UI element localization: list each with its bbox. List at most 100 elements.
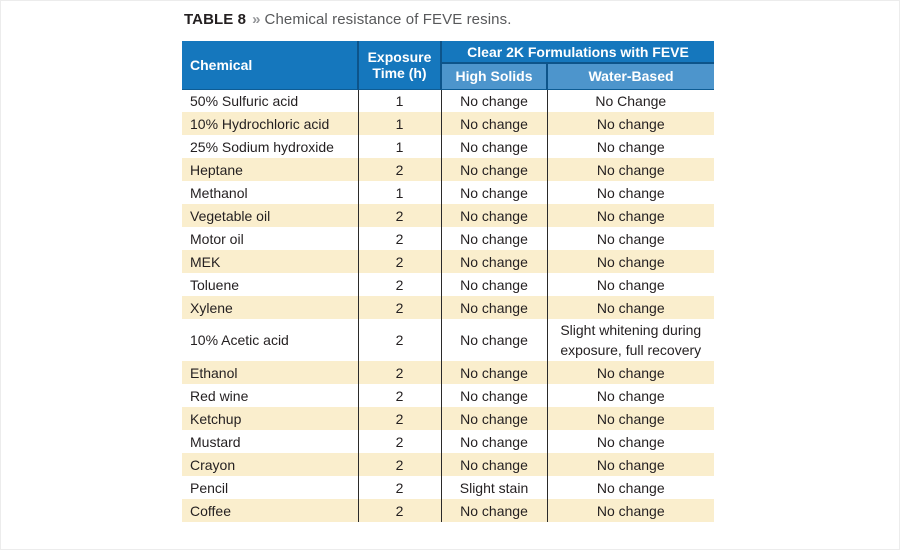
cell-high-solids: No change — [440, 112, 547, 135]
cell-chemical: Pencil — [182, 476, 358, 499]
cell-chemical: Vegetable oil — [182, 204, 358, 227]
cell-chemical: 10% Acetic acid — [182, 319, 358, 361]
cell-water-based: No change — [546, 361, 715, 384]
cell-exposure: 2 — [357, 384, 441, 407]
cell-high-solids: No change — [440, 273, 547, 296]
cell-exposure: 1 — [357, 89, 441, 112]
cell-water-based: No change — [546, 135, 715, 158]
cell-exposure: 2 — [357, 227, 441, 250]
col-header-exposure-time: Exposure Time (h) — [358, 41, 442, 90]
table-row: 50% Sulfuric acid 1 No change No Change — [182, 89, 715, 112]
table-row: Pencil 2 Slight stain No change — [182, 476, 715, 499]
cell-high-solids: No change — [440, 361, 547, 384]
cell-water-based: No change — [546, 407, 715, 430]
header-row-sub: High Solids Water-Based — [182, 63, 715, 90]
cell-water-based: No change — [546, 476, 715, 499]
cell-chemical: MEK — [182, 250, 358, 273]
cell-chemical: Ethanol — [182, 361, 358, 384]
cell-water-based: No change — [546, 181, 715, 204]
table-row: Ketchup 2 No change No change — [182, 407, 715, 430]
cell-high-solids: Slight stain — [440, 476, 547, 499]
cell-water-based: No change — [546, 384, 715, 407]
cell-high-solids: No change — [440, 204, 547, 227]
cell-high-solids: No change — [440, 227, 547, 250]
cell-water-based: No change — [546, 112, 715, 135]
cell-chemical: Mustard — [182, 430, 358, 453]
cell-high-solids: No change — [440, 430, 547, 453]
cell-exposure: 2 — [357, 407, 441, 430]
cell-exposure: 2 — [357, 273, 441, 296]
cell-chemical: Heptane — [182, 158, 358, 181]
cell-chemical: Coffee — [182, 499, 358, 522]
table-number: TABLE 8 — [184, 11, 247, 28]
cell-exposure: 2 — [357, 499, 441, 522]
cell-exposure: 1 — [357, 181, 441, 204]
table-row: 10% Hydrochloric acid 1 No change No change — [182, 112, 715, 135]
cell-water-based: No change — [546, 296, 715, 319]
cell-high-solids: No change — [440, 89, 547, 112]
cell-chemical: Motor oil — [182, 227, 358, 250]
cell-chemical: Crayon — [182, 453, 358, 476]
cell-exposure: 1 — [357, 135, 441, 158]
cell-water-based: No change — [546, 158, 715, 181]
cell-chemical: 10% Hydrochloric acid — [182, 112, 358, 135]
cell-chemical: Methanol — [182, 181, 358, 204]
table-row: Xylene 2 No change No change — [182, 296, 715, 319]
cell-exposure: 2 — [357, 430, 441, 453]
cell-chemical: 25% Sodium hydroxide — [182, 135, 358, 158]
cell-exposure: 2 — [357, 453, 441, 476]
cell-chemical: Ketchup — [182, 407, 358, 430]
table-row: Heptane 2 No change No change — [182, 158, 715, 181]
cell-water-based: No Change — [546, 89, 715, 112]
cell-water-based: No change — [546, 273, 715, 296]
caption-text: Chemical resistance of FEVE resins. — [264, 11, 512, 28]
cell-high-solids: No change — [440, 135, 547, 158]
cell-high-solids: No change — [440, 158, 547, 181]
table-row: 25% Sodium hydroxide 1 No change No change — [182, 135, 715, 158]
cell-high-solids: No change — [440, 250, 547, 273]
table-row: 10% Acetic acid 2 No change Slight whitenin… — [182, 319, 715, 361]
table-row: Methanol 1 No change No change — [182, 181, 715, 204]
table-caption: TABLE 8 » Chemical resistance of FEVE resi… — [184, 11, 511, 28]
table-row: Ethanol 2 No change No change — [182, 361, 715, 384]
chemical-resistance-table: Chemical Exposure Time (h) Clear 2K Form… — [182, 41, 715, 522]
cell-chemical: 50% Sulfuric acid — [182, 89, 358, 112]
cell-exposure: 2 — [357, 158, 441, 181]
cell-water-based: No change — [546, 430, 715, 453]
col-header-group-feve: Clear 2K Formulations with FEVE — [441, 41, 715, 65]
cell-exposure: 2 — [357, 319, 441, 361]
cell-water-based: Slight whitening during exposure, full r… — [546, 319, 715, 361]
table-row: Mustard 2 No change No change — [182, 430, 715, 453]
table-row: Vegetable oil 2 No change No change — [182, 204, 715, 227]
header-row-top: Chemical Exposure Time (h) Clear 2K Form… — [182, 41, 715, 90]
cell-chemical: Red wine — [182, 384, 358, 407]
col-header-water-based: Water-Based — [545, 63, 715, 90]
col-header-high-solids: High Solids — [441, 63, 547, 90]
cell-exposure: 1 — [357, 112, 441, 135]
table-row: Crayon 2 No change No change — [182, 453, 715, 476]
col-header-chemical: Chemical — [182, 41, 359, 90]
table-row: Coffee 2 No change No change — [182, 499, 715, 522]
cell-high-solids: No change — [440, 319, 547, 361]
cell-exposure: 2 — [357, 476, 441, 499]
chevron-separator: » — [252, 11, 261, 28]
cell-high-solids: No change — [440, 453, 547, 476]
cell-water-based: No change — [546, 204, 715, 227]
table-header: Chemical Exposure Time (h) Clear 2K Form… — [182, 41, 715, 90]
cell-exposure: 2 — [357, 361, 441, 384]
cell-high-solids: No change — [440, 296, 547, 319]
cell-chemical: Toluene — [182, 273, 358, 296]
cell-water-based: No change — [546, 250, 715, 273]
table-row: Motor oil 2 No change No change — [182, 227, 715, 250]
table-row: Red wine 2 No change No change — [182, 384, 715, 407]
cell-high-solids: No change — [440, 384, 547, 407]
table-row: MEK 2 No change No change — [182, 250, 715, 273]
cell-high-solids: No change — [440, 407, 547, 430]
cell-exposure: 2 — [357, 296, 441, 319]
cell-high-solids: No change — [440, 181, 547, 204]
cell-chemical: Xylene — [182, 296, 358, 319]
cell-exposure: 2 — [357, 204, 441, 227]
cell-high-solids: No change — [440, 499, 547, 522]
cell-water-based: No change — [546, 453, 715, 476]
